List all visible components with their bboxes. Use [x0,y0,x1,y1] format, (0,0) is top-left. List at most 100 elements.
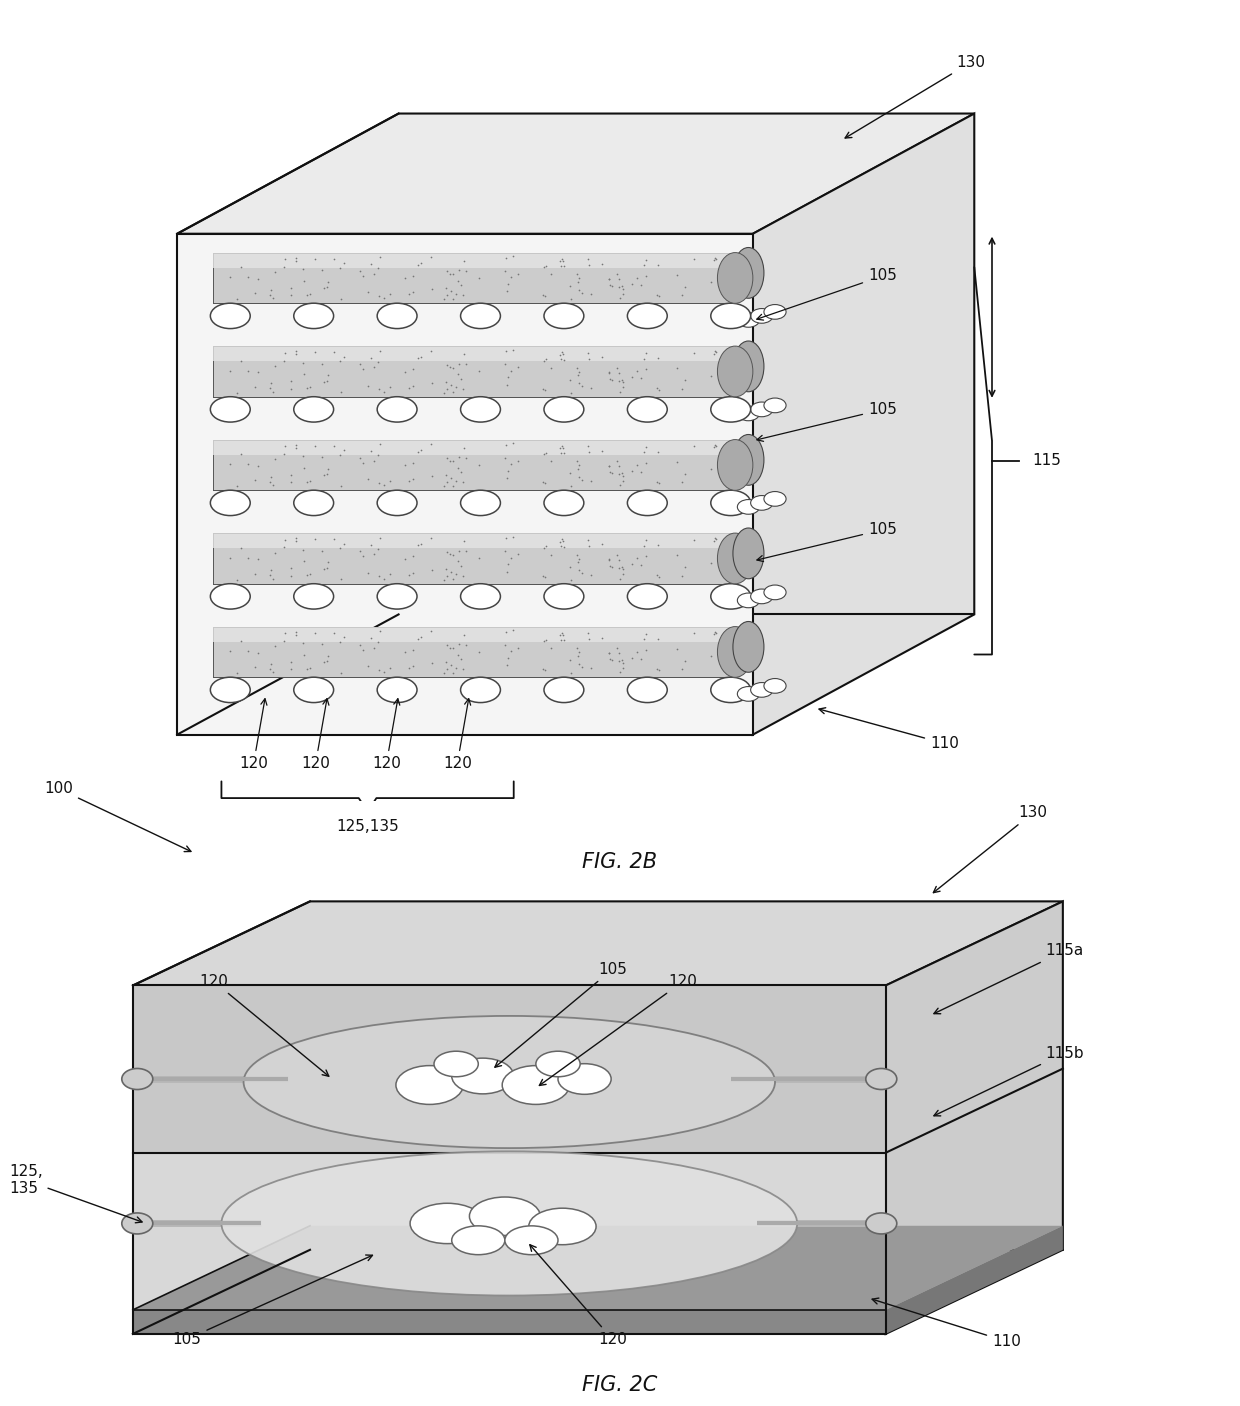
Point [248,641,268,664]
Point [552,534,572,557]
Point [568,357,588,380]
Point [453,471,472,494]
Point [552,434,572,457]
Point [305,621,325,644]
Point [560,381,580,404]
Point [537,254,557,277]
Ellipse shape [738,499,759,515]
Point [262,560,281,582]
Point [300,470,320,492]
Point [647,658,667,681]
Polygon shape [133,1226,1063,1310]
Text: 120: 120 [200,974,329,1076]
Point [537,441,557,464]
Point [246,283,265,305]
Point [293,633,312,655]
Point [353,357,373,380]
Point [232,630,252,652]
Point [611,650,631,672]
Point [603,648,622,671]
Polygon shape [177,114,975,233]
Point [606,637,626,659]
Point [274,630,294,652]
Point [434,381,454,404]
Point [627,641,647,664]
Point [286,249,306,271]
Point [232,443,252,465]
Point [496,353,516,375]
Point [403,655,423,678]
Point [440,450,460,472]
Point [569,361,589,384]
Point [613,657,632,679]
Point [614,464,634,486]
Point [610,474,630,496]
Point [569,373,589,395]
Point [408,347,428,370]
Point [497,654,517,676]
Point [281,370,301,392]
Point [317,650,337,672]
Ellipse shape [544,304,584,329]
Ellipse shape [627,583,667,609]
Point [403,546,423,568]
Point [403,281,423,304]
Point [446,283,466,305]
Point [371,246,391,269]
Point [300,283,320,305]
Point [578,621,598,644]
Point [634,254,653,277]
Point [331,288,351,311]
Point [298,377,317,399]
Point [362,253,382,276]
Point [408,440,428,463]
Point [613,283,632,305]
Point [370,471,389,494]
Point [325,621,345,644]
Point [353,638,373,661]
Polygon shape [133,1310,885,1334]
Point [373,287,393,309]
Point [371,527,391,550]
Point [649,440,668,463]
Point [454,623,474,645]
Point [286,530,306,553]
Point [446,657,466,679]
Point [353,264,373,287]
Point [260,470,280,492]
Ellipse shape [750,589,773,603]
Point [702,364,722,387]
Point [634,347,653,370]
Point [496,540,516,562]
Point [591,533,611,555]
Point [609,650,629,672]
Point [503,619,523,641]
Point [436,651,456,673]
Point [264,634,284,657]
Point [572,468,591,491]
Ellipse shape [733,621,764,672]
Point [650,472,670,495]
Point [683,621,703,644]
Point [325,529,345,551]
Point [609,269,629,291]
Point [362,627,382,650]
Point [440,543,460,565]
Text: FIG. 2C: FIG. 2C [583,1375,657,1395]
Point [311,540,331,562]
Point [560,648,580,671]
Point [568,644,588,666]
Point [373,661,393,683]
Point [286,343,306,366]
Point [560,288,580,311]
Ellipse shape [294,396,334,422]
Point [647,377,667,399]
Point [334,252,353,274]
Point [497,280,517,302]
Point [381,470,401,492]
Point [501,640,521,662]
Point [275,247,295,270]
Point [706,434,725,457]
Point [704,530,724,553]
Point [580,283,600,305]
